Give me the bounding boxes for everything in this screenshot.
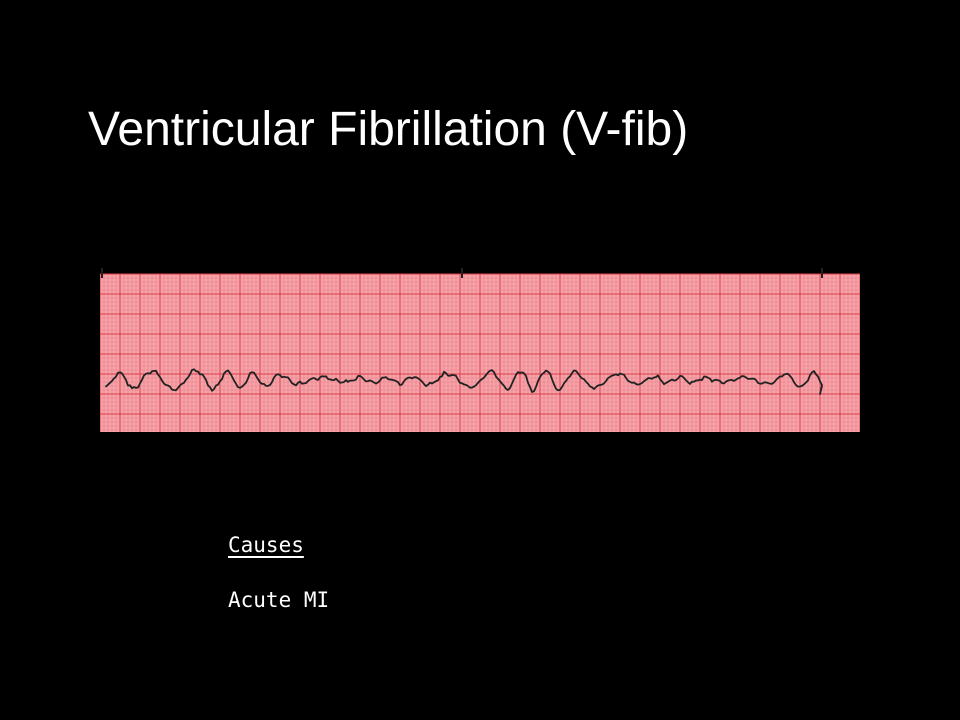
slide-title: Ventricular Fibrillation (V-fib) <box>88 103 689 156</box>
cause-item: Acute MI <box>228 588 330 612</box>
ecg-trace <box>105 368 823 395</box>
causes-heading: Causes <box>228 533 304 557</box>
ecg-grid <box>100 273 860 432</box>
ecg-time-markers <box>101 268 823 278</box>
causes-section: Causes Acute MI <box>228 528 329 617</box>
ecg-strip-svg <box>100 268 860 432</box>
ecg-strip-image <box>100 268 860 432</box>
